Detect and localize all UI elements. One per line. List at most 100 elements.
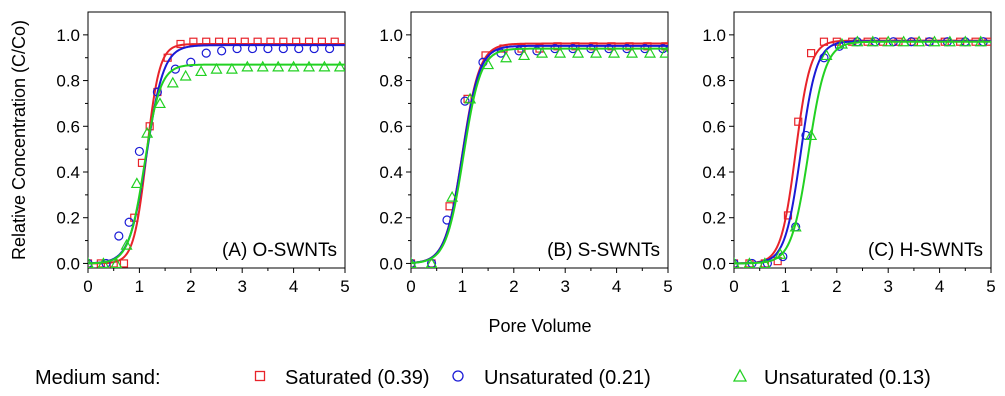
legend-entry-unsaturated-013: Unsaturated (0.13) bbox=[732, 367, 931, 389]
data-point-circle bbox=[247, 43, 258, 54]
fit-curve-series-2 bbox=[411, 44, 668, 264]
y-tick-label: 0.4 bbox=[56, 163, 80, 182]
data-point-triangle bbox=[536, 46, 549, 58]
data-point-triangle bbox=[866, 35, 879, 47]
data-point-circle bbox=[124, 217, 134, 227]
data-point-square bbox=[806, 49, 816, 58]
y-tick-label: 1.0 bbox=[702, 26, 726, 45]
x-tick-label: 2 bbox=[186, 277, 195, 296]
x-tick-label: 3 bbox=[560, 277, 569, 296]
x-tick-label: 0 bbox=[729, 277, 738, 296]
data-point-triangle bbox=[272, 60, 285, 72]
y-tick-label: 0.8 bbox=[702, 72, 726, 91]
data-point-circle bbox=[324, 43, 335, 54]
x-tick-label: 2 bbox=[832, 277, 841, 296]
legend-entry-unsaturated-021: Unsaturated (0.21) bbox=[452, 367, 651, 389]
data-point-square bbox=[819, 37, 829, 46]
fit-curve-series-1 bbox=[734, 39, 991, 265]
data-point-triangle bbox=[959, 35, 972, 47]
data-point-circle bbox=[294, 43, 304, 54]
data-point-triangle bbox=[554, 46, 567, 58]
data-point-triangle bbox=[835, 37, 848, 49]
data-point-triangle bbox=[928, 35, 941, 47]
data-point-circle bbox=[217, 46, 227, 56]
data-point-triangle bbox=[789, 220, 802, 232]
fit-curve-series-3 bbox=[88, 63, 345, 265]
y-tick-label: 0.4 bbox=[702, 163, 726, 182]
legend-marker-circle bbox=[452, 370, 464, 382]
data-point-triangle bbox=[411, 257, 418, 268]
x-tick-label: 0 bbox=[406, 277, 415, 296]
legend-label-unsaturated-021: Unsaturated (0.21) bbox=[484, 367, 651, 389]
data-point-triangle bbox=[590, 46, 603, 58]
data-point-triangle bbox=[120, 238, 133, 250]
data-point-triangle bbox=[643, 46, 657, 58]
x-tick-label: 1 bbox=[458, 277, 467, 296]
data-point-circle bbox=[170, 64, 180, 74]
fit-curve-series-2 bbox=[88, 44, 345, 265]
x-axis-title: Pore Volume bbox=[488, 316, 591, 336]
data-point-triangle bbox=[110, 257, 123, 268]
data-point-triangle bbox=[195, 65, 208, 77]
data-point-circle bbox=[460, 96, 470, 106]
x-tick-label: 5 bbox=[340, 277, 349, 296]
x-tick-label: 5 bbox=[986, 277, 995, 296]
data-point-triangle bbox=[805, 129, 818, 141]
data-point-triangle bbox=[659, 46, 668, 58]
data-point-square bbox=[794, 117, 803, 126]
x-tick-label: 1 bbox=[135, 277, 144, 296]
data-point-triangle bbox=[287, 60, 300, 72]
plot-frame bbox=[733, 11, 992, 269]
x-tick-label: 0 bbox=[83, 277, 92, 296]
data-point-triangle bbox=[882, 35, 895, 47]
y-tick-label: 1.0 bbox=[379, 26, 403, 45]
data-point-triangle bbox=[225, 62, 238, 74]
legend-label-unsaturated-013: Unsaturated (0.13) bbox=[764, 367, 931, 389]
data-point-triangle bbox=[241, 60, 254, 72]
data-point-circle bbox=[263, 43, 273, 54]
data-point-circle bbox=[819, 53, 829, 63]
y-tick-label: 0.2 bbox=[379, 209, 403, 228]
panel-label: (C) H-SWNTs bbox=[868, 240, 983, 261]
y-tick-label: 0.8 bbox=[379, 72, 403, 91]
fit-curve-series-2 bbox=[734, 40, 991, 265]
data-point-square bbox=[176, 39, 185, 49]
legend-marker-triangle bbox=[732, 368, 748, 382]
x-tick-label: 4 bbox=[935, 277, 944, 296]
x-tick-label: 2 bbox=[509, 277, 518, 296]
data-point-square bbox=[119, 259, 129, 268]
panel-label: (B) S-SWNTs bbox=[547, 240, 660, 261]
data-point-circle bbox=[201, 48, 211, 58]
y-tick-label: 0.0 bbox=[379, 254, 403, 273]
y-tick-label: 0.6 bbox=[702, 117, 726, 136]
x-tick-label: 4 bbox=[612, 277, 621, 296]
data-point-triangle bbox=[333, 60, 345, 72]
data-point-triangle bbox=[572, 46, 585, 58]
panels: 0 1 2 3 4 5 0.0 0.2 0.4 0.6 0.8 1.0 (A) O-SWNTs 0 1 2 3 4… bbox=[56, 11, 996, 296]
data-point-circle bbox=[186, 57, 196, 67]
plot-frame bbox=[87, 11, 346, 269]
y-tick-label: 0.6 bbox=[379, 117, 403, 136]
data-point-triangle bbox=[303, 60, 316, 72]
data-point-circle bbox=[278, 43, 288, 54]
y-axis-title: Relative Concentration (C/Co) bbox=[9, 20, 29, 260]
plot-data bbox=[734, 35, 991, 268]
y-tick-label: 0.6 bbox=[56, 117, 80, 136]
chart-panel-3: 0 1 2 3 4 5 0.0 0.2 0.4 0.6 0.8 1.0 (C) H-SWNTs bbox=[702, 11, 996, 296]
data-point-triangle bbox=[210, 62, 223, 74]
data-point-triangle bbox=[518, 49, 531, 61]
data-point-triangle bbox=[141, 126, 154, 138]
y-tick-label: 0.2 bbox=[702, 209, 726, 228]
legend-marker-square bbox=[254, 370, 266, 382]
y-tick-label: 1.0 bbox=[56, 26, 80, 45]
data-point-triangle bbox=[943, 35, 956, 47]
data-point-triangle bbox=[446, 190, 459, 202]
data-point-circle bbox=[134, 146, 144, 157]
plot-data bbox=[411, 42, 668, 268]
data-point-triangle bbox=[913, 35, 926, 47]
data-point-triangle bbox=[851, 35, 864, 47]
fit-curve-series-3 bbox=[734, 40, 991, 265]
data-point-triangle bbox=[974, 35, 987, 47]
data-point-triangle bbox=[820, 49, 833, 61]
